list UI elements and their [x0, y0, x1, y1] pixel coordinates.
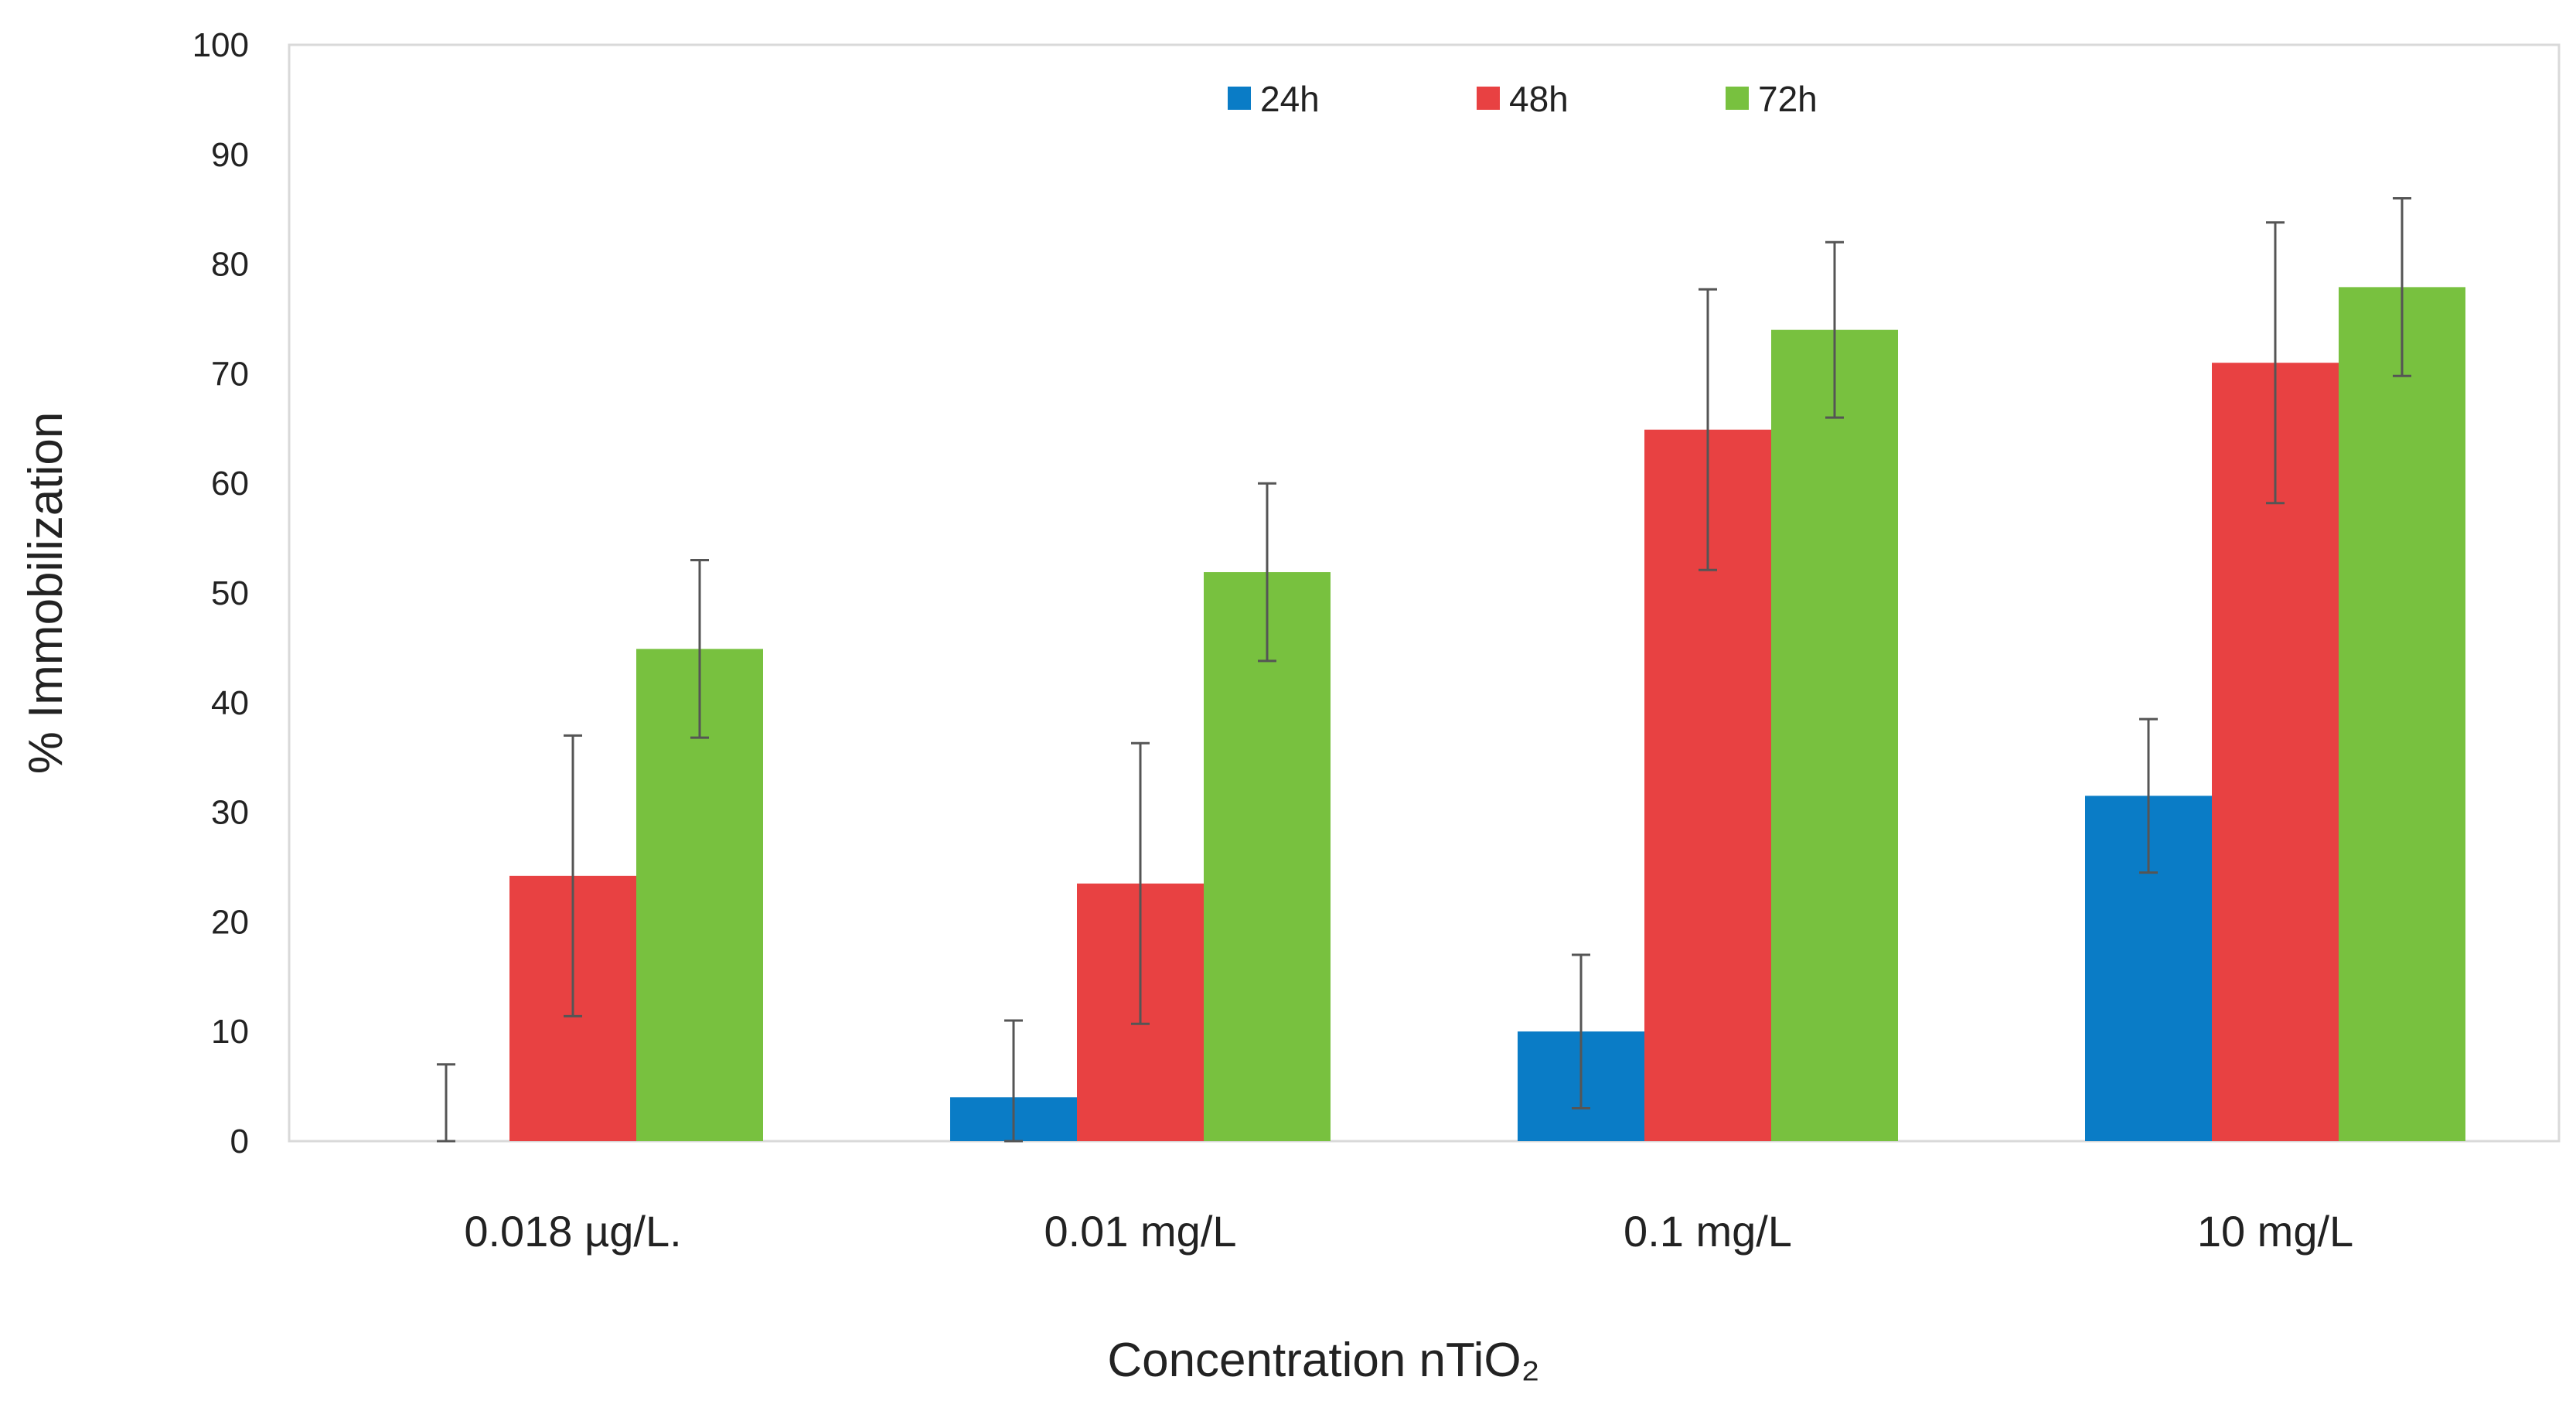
error-bar-24h-2: [1004, 1019, 1023, 1143]
y-axis-ticks: 0 10 20 30 40 50 60 70 80 90 100: [193, 26, 249, 1160]
error-bar-24h-4: [2139, 717, 2158, 874]
error-bar-48h-1: [564, 734, 582, 1017]
x-category-label: 0.1 mg/L: [1624, 1207, 1792, 1256]
legend-item-48h: 48h: [1477, 79, 1569, 119]
error-bar-24h-3: [1572, 953, 1590, 1109]
error-bar-48h-2: [1131, 741, 1150, 1025]
bars: [509, 287, 2465, 1142]
x-category-label: 0.01 mg/L: [1044, 1207, 1236, 1256]
legend-swatch: [1477, 87, 1500, 110]
y-tick-label: 20: [211, 903, 249, 941]
legend-swatch: [1726, 87, 1749, 110]
bar-72h-3: [1771, 329, 1898, 1142]
error-bars: [437, 197, 2411, 1143]
y-tick-label: 40: [211, 684, 249, 722]
y-tick-label: 70: [211, 355, 249, 393]
legend-label: 48h: [1509, 79, 1569, 119]
bar-72h-4: [2339, 287, 2465, 1142]
legend: 24h 48h 72h: [1228, 79, 1818, 119]
error-bar-24h-1: [437, 1063, 455, 1143]
error-bar-72h-3: [1825, 240, 1844, 419]
legend-swatch: [1228, 87, 1251, 110]
y-tick-label: 90: [211, 136, 249, 174]
x-category-label: 10 mg/L: [2197, 1207, 2353, 1256]
y-tick-label: 0: [230, 1123, 249, 1160]
x-axis-title: Concentration nTiO₂: [1107, 1334, 1539, 1387]
error-bar-72h-2: [1258, 482, 1276, 663]
y-tick-label: 100: [193, 26, 249, 64]
y-tick-label: 50: [211, 574, 249, 612]
plot-area: [288, 43, 2561, 1143]
legend-item-72h: 72h: [1726, 79, 1818, 119]
legend-item-24h: 24h: [1228, 79, 1320, 119]
error-bar-48h-4: [2266, 221, 2285, 505]
bar-72h-2: [1204, 572, 1331, 1141]
y-tick-label: 60: [211, 465, 249, 503]
y-tick-label: 80: [211, 246, 249, 284]
error-bar-72h-4: [2393, 197, 2411, 377]
legend-label: 24h: [1260, 79, 1320, 119]
error-bar-48h-3: [1699, 288, 1717, 571]
error-bar-72h-1: [690, 558, 709, 739]
y-tick-label: 10: [211, 1013, 249, 1051]
legend-label: 72h: [1758, 79, 1818, 119]
y-tick-label: 30: [211, 794, 249, 832]
y-axis-title: % Immobilization: [19, 412, 73, 775]
x-category-label: 0.018 µg/L.: [464, 1207, 681, 1256]
x-axis-categories: 0.018 µg/L. 0.01 mg/L 0.1 mg/L 10 mg/L: [464, 1207, 2353, 1256]
